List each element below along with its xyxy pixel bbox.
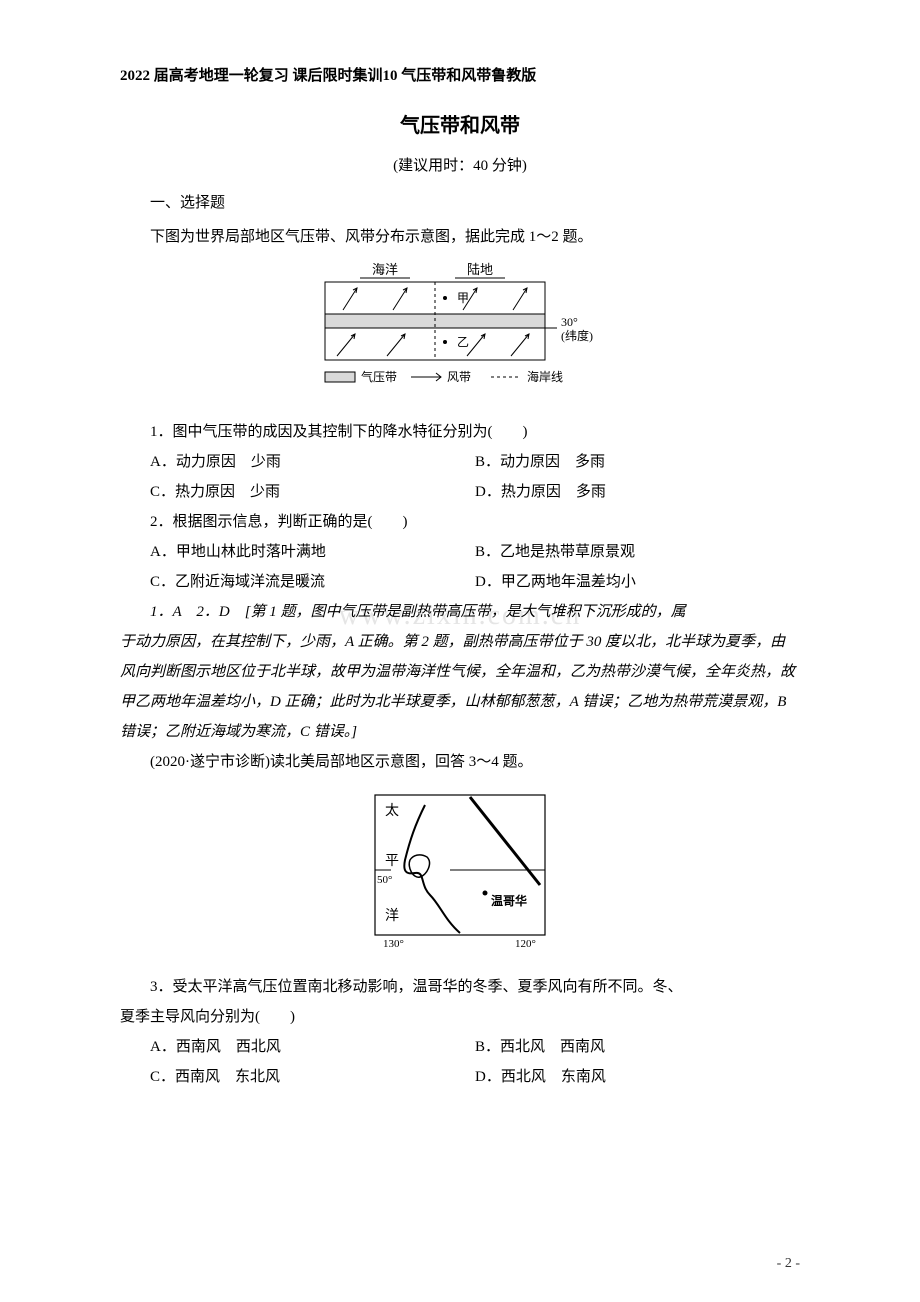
q2-opt-a: A．甲地山林此时落叶满地 — [150, 537, 475, 567]
ocean-label: 海洋 — [372, 262, 398, 277]
section-label: 一、选择题 — [120, 191, 800, 212]
intro-1: 下图为世界局部地区气压带、风带分布示意图，据此完成 1～2 题。 — [120, 222, 800, 252]
q3-stem-l2: 夏季主导风向分别为( ) — [120, 1002, 800, 1032]
pacific-1: 太 — [385, 803, 399, 819]
q3-opt-b: B．西北风 西南风 — [475, 1032, 800, 1062]
intro-2: (2020·遂宁市诊断)读北美局部地区示意图，回答 3～4 题。 — [120, 747, 800, 777]
answer-12-lead: 1．A 2．D [第 1 题，图中气压带是副热带高压带，是大气堆积下沉形成的，属 — [120, 597, 800, 627]
q2-opt-d: D．甲乙两地年温差均小 — [475, 567, 800, 597]
svg-text:(纬度): (纬度) — [561, 328, 593, 343]
lat-50: 50° — [377, 874, 392, 886]
q2-opt-b: B．乙地是热带草原景观 — [475, 537, 800, 567]
header-line: 2022 届高考地理一轮复习 课后限时集训10 气压带和风带鲁教版 — [120, 64, 800, 85]
answer-12-body: 于动力原因，在其控制下，少雨，A 正确。第 2 题，副热带高压带位于 30 度以… — [120, 627, 800, 747]
diagram-pressure-belt: 海洋 陆地 甲 — [305, 260, 615, 405]
svg-text:30°: 30° — [561, 315, 578, 329]
q3-stem-l1: 3．受太平洋高气压位置南北移动影响，温哥华的冬季、夏季风向有所不同。冬、 — [120, 972, 800, 1002]
marker-a: 甲 — [457, 291, 469, 305]
q3-opt-c: C．西南风 东北风 — [150, 1062, 475, 1092]
legend-band: 气压带 — [361, 369, 397, 384]
q1-opt-a: A．动力原因 少雨 — [150, 447, 475, 477]
legend-wind: 风带 — [447, 370, 471, 384]
q3-opt-a: A．西南风 西北风 — [150, 1032, 475, 1062]
diagram-north-america: 50° 130° 120° 太 平 洋 温哥华 — [355, 785, 565, 960]
land-label: 陆地 — [467, 262, 493, 277]
q1-opt-c: C．热力原因 少雨 — [150, 477, 475, 507]
marker-b: 乙 — [457, 335, 469, 349]
legend-coast: 海岸线 — [527, 369, 563, 384]
city-vancouver: 温哥华 — [491, 893, 527, 908]
time-hint: (建议用时：40 分钟) — [120, 154, 800, 175]
page-number: - 2 - — [777, 1256, 800, 1272]
q1-opt-b: B．动力原因 多雨 — [475, 447, 800, 477]
q2-stem: 2．根据图示信息，判断正确的是( ) — [120, 507, 800, 537]
q1-stem: 1．图中气压带的成因及其控制下的降水特征分别为( ) — [120, 417, 800, 447]
pacific-2: 平 — [385, 854, 399, 869]
pacific-3: 洋 — [385, 908, 399, 924]
q2-opt-c: C．乙附近海域洋流是暖流 — [150, 567, 475, 597]
q1-opt-d: D．热力原因 多雨 — [475, 477, 800, 507]
q3-opt-d: D．西北风 东南风 — [475, 1062, 800, 1092]
page-title: 气压带和风带 — [120, 109, 800, 138]
lon-130: 130° — [383, 938, 404, 950]
lon-120: 120° — [515, 938, 536, 950]
